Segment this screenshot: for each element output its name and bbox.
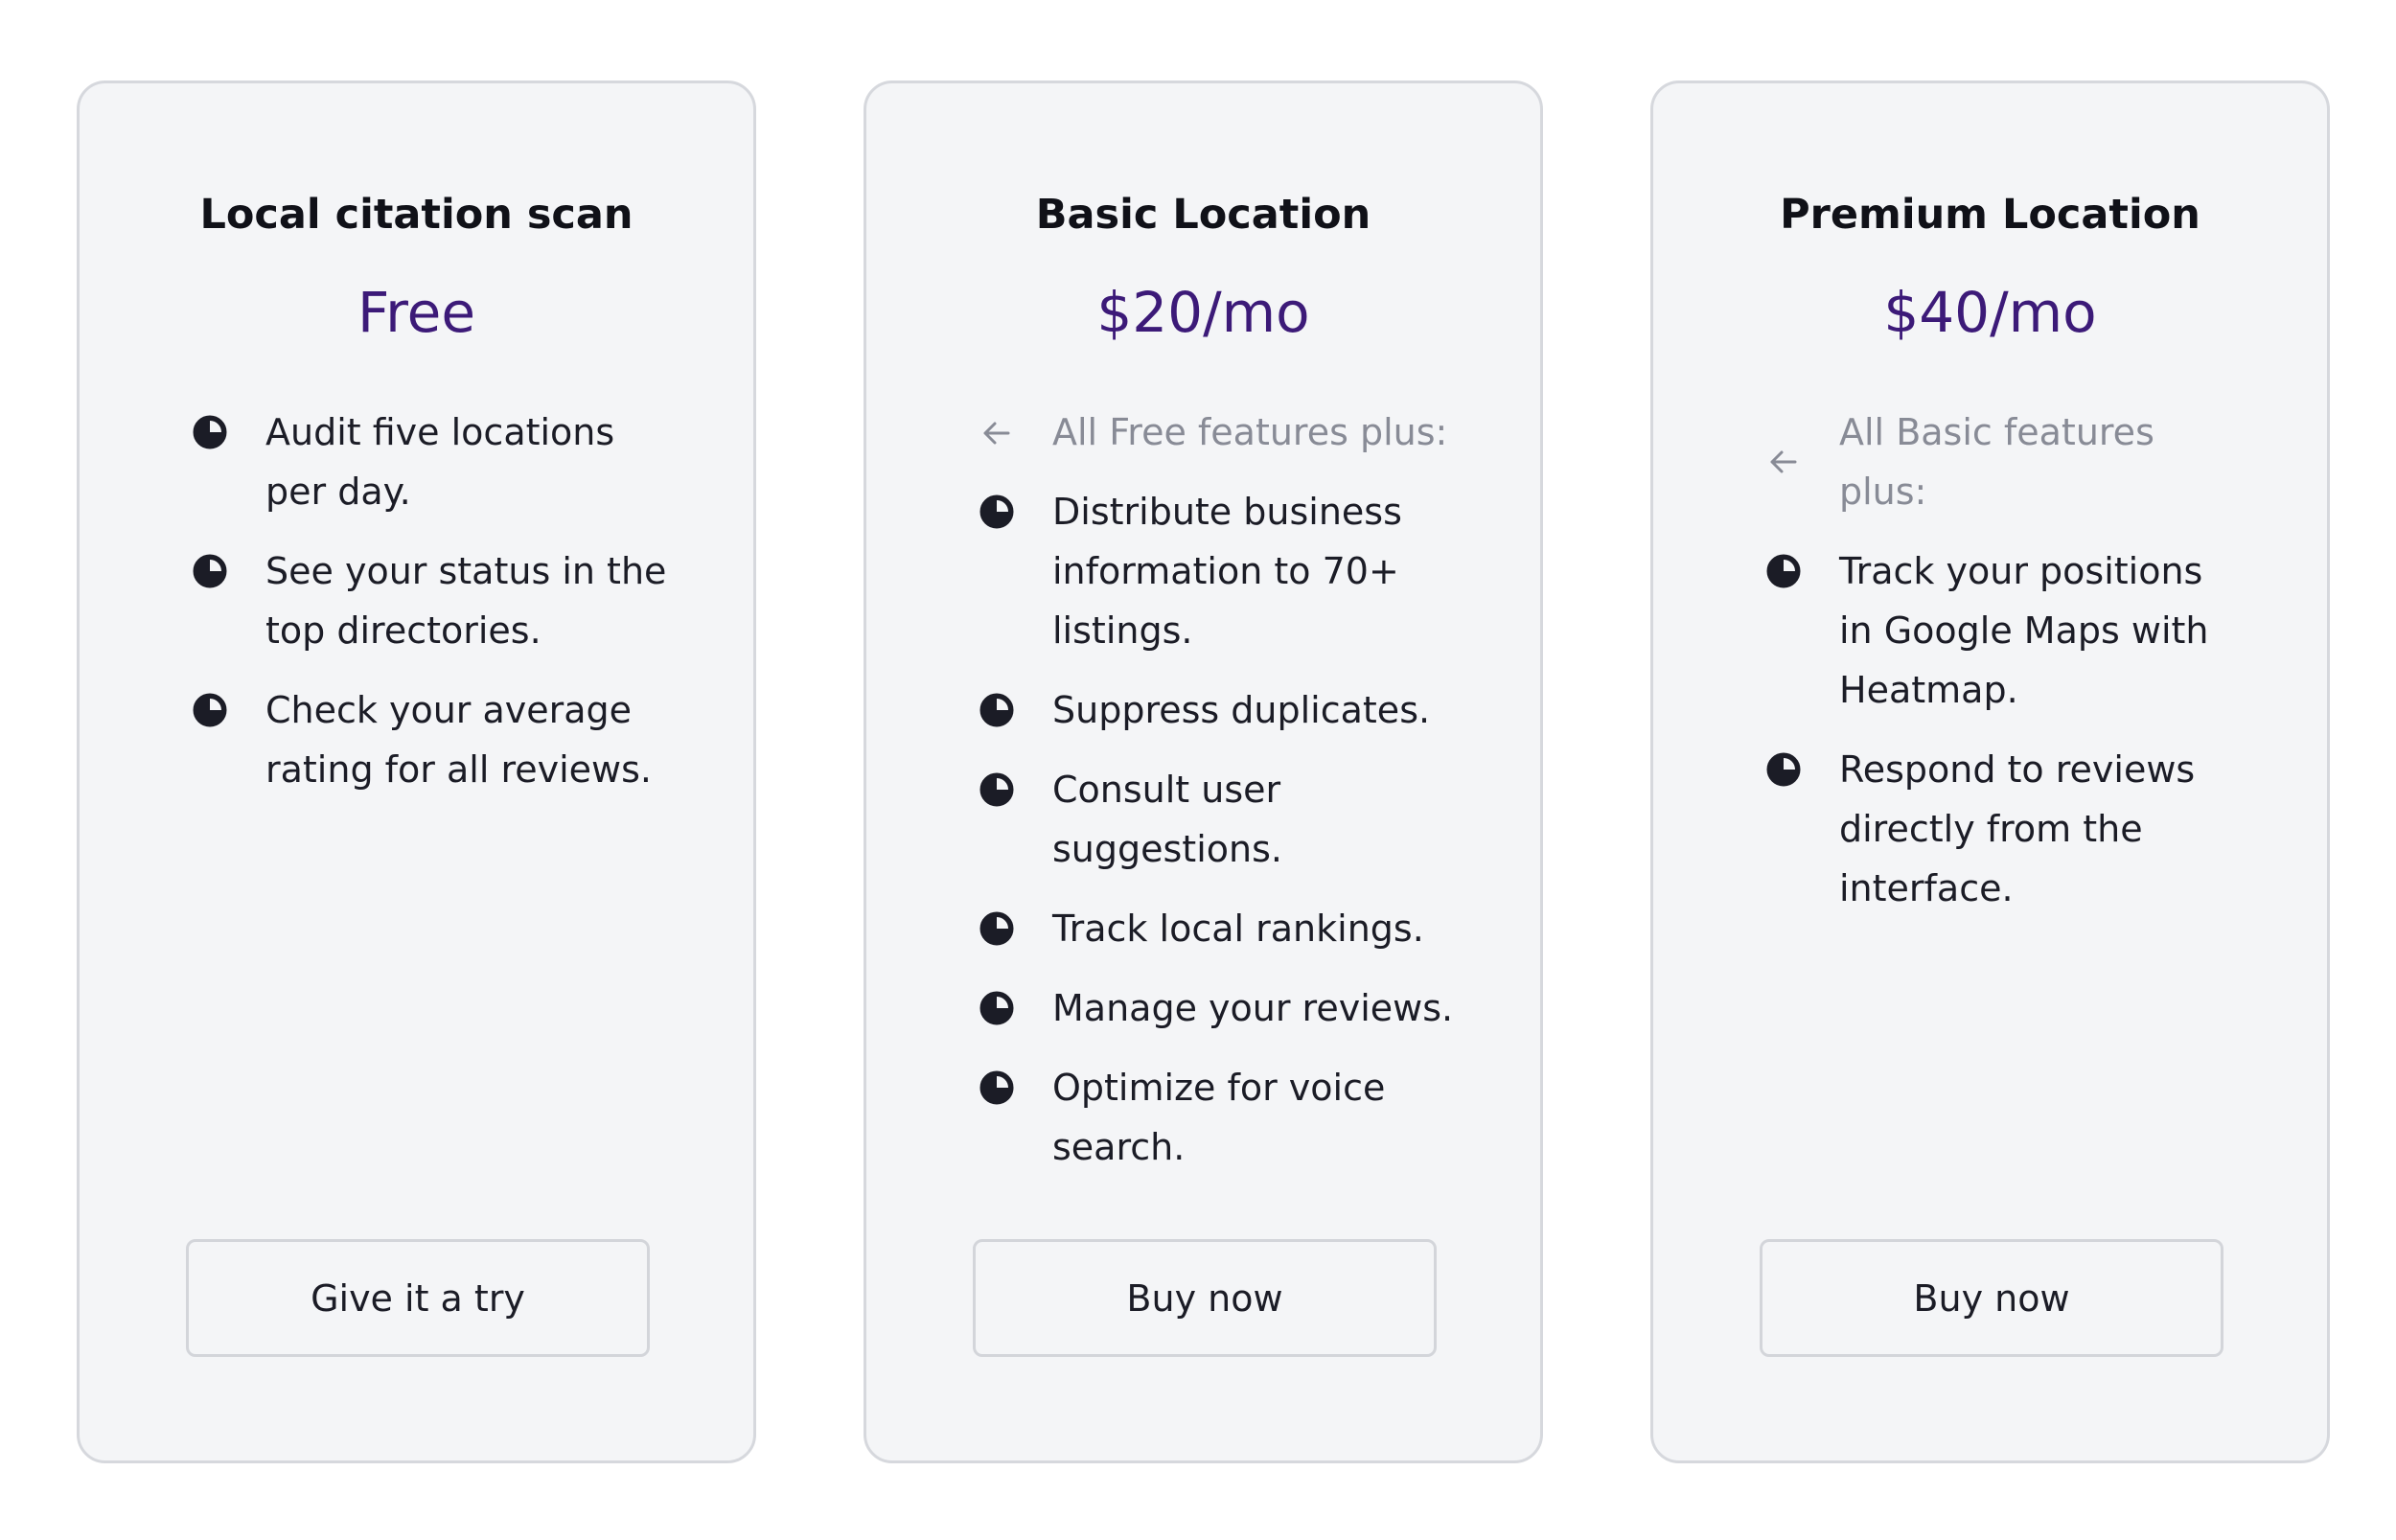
bullet-icon (1766, 752, 1801, 787)
feature-intro: All Free features plus: (979, 402, 1459, 462)
bullet-icon (1766, 554, 1801, 588)
buy-now-button[interactable]: Buy now (1760, 1239, 2223, 1357)
feature-item: Suppress duplicates. (979, 680, 1459, 740)
pricing-card-basic: Basic Location $20/mo All Free features … (864, 80, 1543, 1463)
arrow-left-icon (983, 422, 1010, 445)
feature-intro-text: All Free features plus: (1052, 411, 1448, 453)
feature-item: Audit five locations per day. (193, 402, 672, 521)
feature-text: See your status in the top directories. (265, 550, 667, 652)
feature-item: Track your positions in Google Maps with… (1766, 541, 2246, 720)
feature-item: Distribute business information to 70+ l… (979, 482, 1459, 660)
bullet-icon (979, 693, 1014, 727)
feature-list: All Basic features plus: Track your posi… (1766, 402, 2246, 938)
feature-list: All Free features plus: Distribute busin… (979, 402, 1459, 1197)
plan-title: Local citation scan (199, 191, 634, 239)
give-it-a-try-button[interactable]: Give it a try (186, 1239, 650, 1357)
feature-text: Consult user suggestions. (1052, 769, 1282, 870)
bullet-icon (979, 1070, 1014, 1105)
plan-price: $20/mo (1096, 280, 1310, 345)
feature-item: Optimize for voice search. (979, 1058, 1459, 1177)
arrow-left-icon (1770, 450, 1797, 473)
feature-item: Consult user suggestions. (979, 760, 1459, 879)
feature-item: Respond to reviews directly from the int… (1766, 740, 2246, 918)
feature-text: Track local rankings. (1052, 908, 1424, 950)
feature-text: Track your positions in Google Maps with… (1839, 550, 2209, 711)
bullet-icon (979, 911, 1014, 946)
feature-text: Optimize for voice search. (1052, 1067, 1386, 1168)
feature-text: Suppress duplicates. (1052, 689, 1431, 731)
bullet-icon (979, 494, 1014, 529)
feature-item: Manage your reviews. (979, 978, 1459, 1038)
feature-item: Check your average rating for all review… (193, 680, 672, 799)
feature-text: Distribute business information to 70+ l… (1052, 491, 1402, 652)
plan-price: Free (357, 280, 476, 345)
feature-list: Audit five locations per day. See your s… (193, 402, 672, 819)
feature-intro-text: All Basic features plus: (1839, 411, 2154, 513)
bullet-icon (193, 415, 227, 449)
feature-item: Track local rankings. (979, 899, 1459, 958)
feature-text: Check your average rating for all review… (265, 689, 653, 791)
pricing-card-premium: Premium Location $40/mo All Basic featur… (1650, 80, 2330, 1463)
plan-price: $40/mo (1883, 280, 2097, 345)
feature-text: Audit five locations per day. (265, 411, 615, 513)
buy-now-button[interactable]: Buy now (973, 1239, 1437, 1357)
bullet-icon (193, 693, 227, 727)
feature-text: Respond to reviews directly from the int… (1839, 748, 2196, 909)
bullet-icon (979, 772, 1014, 807)
feature-intro: All Basic features plus: (1766, 402, 2246, 521)
plan-title: Basic Location (1035, 191, 1371, 239)
feature-text: Manage your reviews. (1052, 987, 1454, 1029)
bullet-icon (193, 554, 227, 588)
bullet-icon (979, 991, 1014, 1025)
feature-item: See your status in the top directories. (193, 541, 672, 660)
plan-title: Premium Location (1780, 191, 2200, 239)
pricing-card-free: Local citation scan Free Audit five loca… (77, 80, 756, 1463)
